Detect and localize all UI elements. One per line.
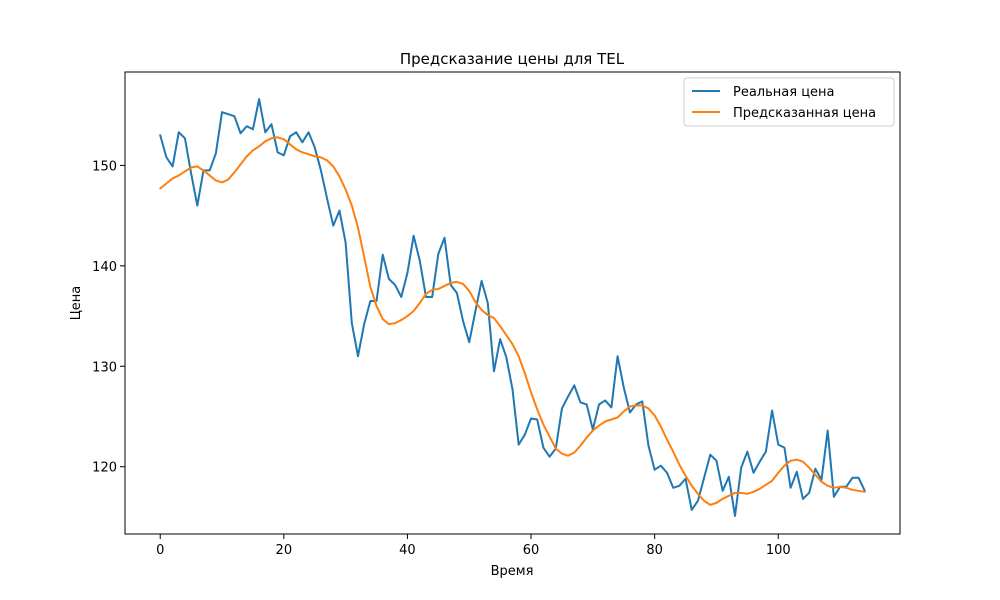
legend-label-real: Реальная цена: [733, 85, 835, 100]
x-tick-label: 0: [156, 543, 164, 558]
plot-frame: [124, 71, 901, 535]
x-tick-label: 40: [399, 543, 416, 558]
plot-area: [159, 98, 866, 517]
y-tick-label: 130: [92, 360, 117, 375]
x-tick-label: 100: [766, 543, 791, 558]
x-axis-label: Время: [491, 564, 534, 579]
legend-box: [683, 77, 895, 127]
y-tick-label: 120: [92, 461, 117, 476]
x-tick-label: 20: [276, 543, 293, 558]
y-tick-label: 140: [92, 260, 117, 275]
y-tick-label: 150: [92, 159, 117, 174]
series-line-predicted: [159, 136, 866, 506]
series-line-real: [159, 98, 866, 517]
chart-title: Предсказание цены для TEL: [400, 50, 625, 68]
y-axis-label: Цена: [69, 286, 84, 321]
x-tick-label: 80: [646, 543, 663, 558]
legend-label-predicted: Предсказанная цена: [733, 106, 876, 121]
axis-ticks: 0 20 40 60 80 100 120 130 140 150: [92, 159, 790, 558]
legend: Реальная цена Предсказанная цена: [683, 77, 895, 127]
x-tick-label: 60: [523, 543, 540, 558]
